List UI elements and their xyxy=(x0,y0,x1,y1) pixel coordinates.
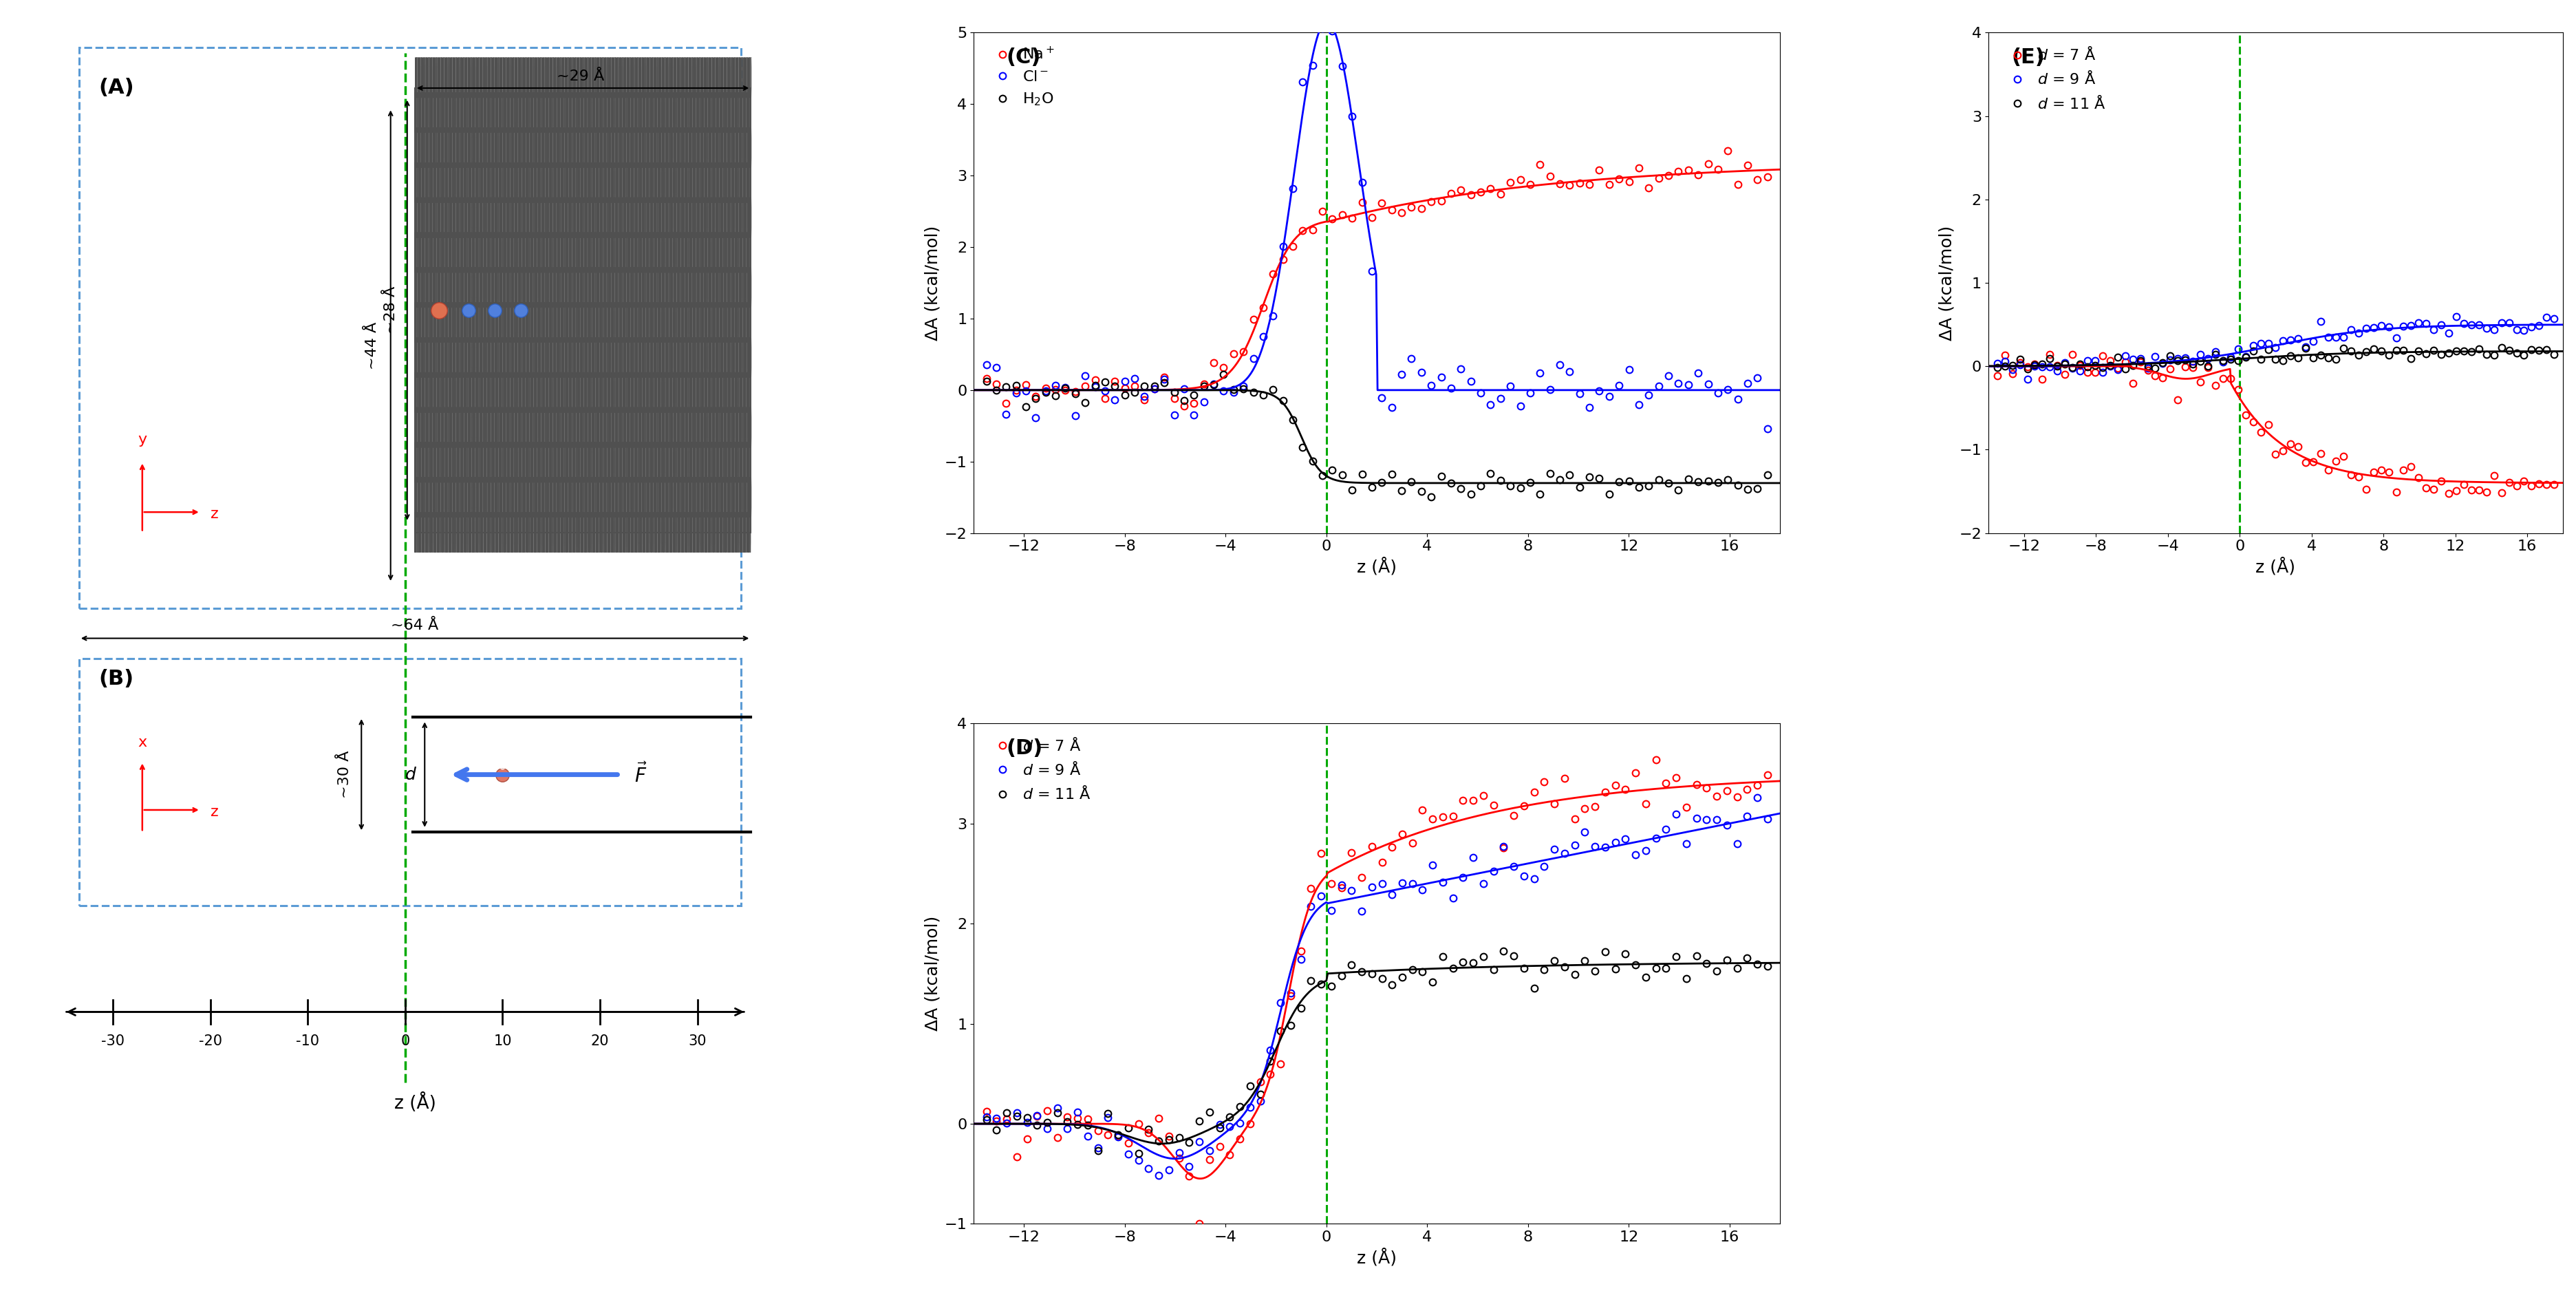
Text: (D): (D) xyxy=(1007,738,1043,758)
Bar xyxy=(80,659,742,906)
Text: -10: -10 xyxy=(296,1034,319,1048)
Text: z: z xyxy=(211,805,219,819)
Legend: $d$ = 7 Å, $d$ = 9 Å, $d$ = 11 Å: $d$ = 7 Å, $d$ = 9 Å, $d$ = 11 Å xyxy=(1996,40,2112,117)
Text: $d$: $d$ xyxy=(404,767,417,783)
Text: z: z xyxy=(211,508,219,521)
Text: (A): (A) xyxy=(98,78,134,98)
Text: y: y xyxy=(137,432,147,447)
Legend: Na$^+$, Cl$^-$, H$_2$O: Na$^+$, Cl$^-$, H$_2$O xyxy=(981,40,1061,113)
Text: -30: -30 xyxy=(100,1034,124,1048)
Text: -20: -20 xyxy=(198,1034,222,1048)
Bar xyxy=(415,89,750,533)
X-axis label: z (Å): z (Å) xyxy=(1358,1249,1396,1267)
Text: 30: 30 xyxy=(688,1034,706,1048)
Text: (E): (E) xyxy=(2012,48,2045,68)
Legend: $d$ = 7 Å, $d$ = 9 Å, $d$ = 11 Å: $d$ = 7 Å, $d$ = 9 Å, $d$ = 11 Å xyxy=(981,730,1097,809)
Text: ~44 Å: ~44 Å xyxy=(366,322,379,370)
Text: ~29 Å: ~29 Å xyxy=(556,69,605,83)
Text: x: x xyxy=(137,736,147,750)
Text: (B): (B) xyxy=(98,669,134,689)
Text: 0: 0 xyxy=(402,1034,410,1048)
Text: ~30 Å: ~30 Å xyxy=(337,751,353,798)
Text: 10: 10 xyxy=(495,1034,513,1048)
Text: (C): (C) xyxy=(1007,48,1041,68)
Y-axis label: ΔA (kcal/mol): ΔA (kcal/mol) xyxy=(925,225,940,340)
Text: z (Å): z (Å) xyxy=(394,1092,435,1113)
X-axis label: z (Å): z (Å) xyxy=(2257,557,2295,575)
X-axis label: z (Å): z (Å) xyxy=(1358,557,1396,575)
Y-axis label: ΔA (kcal/mol): ΔA (kcal/mol) xyxy=(925,917,940,1031)
Text: ~64 Å: ~64 Å xyxy=(392,618,438,633)
Bar xyxy=(80,48,742,608)
Text: $\vec{F}$: $\vec{F}$ xyxy=(634,763,647,786)
Text: ~28 Å: ~28 Å xyxy=(384,286,397,335)
Y-axis label: ΔA (kcal/mol): ΔA (kcal/mol) xyxy=(1940,225,1955,340)
Text: 20: 20 xyxy=(590,1034,608,1048)
